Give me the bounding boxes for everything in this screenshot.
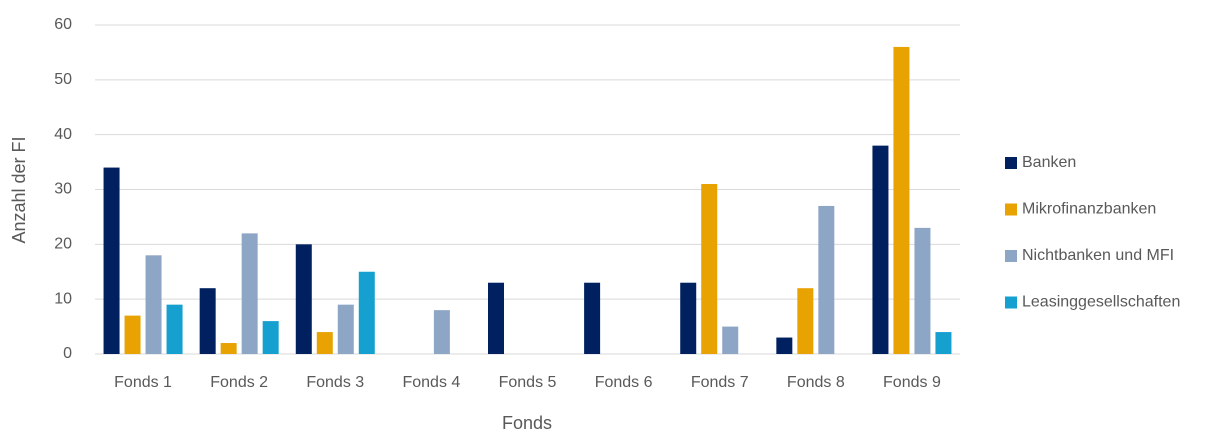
y-axis-label: Anzahl der FI — [9, 136, 29, 243]
bar — [295, 244, 312, 354]
bar — [488, 282, 504, 354]
bar — [199, 288, 216, 354]
x-tick-label: Fonds 8 — [787, 374, 845, 391]
bar — [166, 304, 183, 354]
bar — [776, 337, 793, 354]
y-tick-label: 50 — [54, 71, 72, 88]
bar — [722, 326, 739, 354]
y-tick-label: 60 — [54, 16, 72, 33]
legend-swatch — [1005, 203, 1017, 216]
y-tick-label: 30 — [54, 181, 72, 198]
legend-label: Mikrofinanzbanken — [1022, 201, 1156, 218]
y-tick-label: 0 — [63, 345, 72, 362]
x-tick-label: Fonds 1 — [114, 374, 172, 391]
bar — [433, 310, 450, 354]
bar — [584, 282, 601, 354]
bar — [316, 332, 333, 354]
bar — [337, 304, 354, 354]
legend-label: Leasinggesellschaften — [1022, 294, 1180, 311]
legend-swatch — [1005, 157, 1017, 169]
bar — [124, 315, 141, 354]
legend-label: Banken — [1022, 154, 1076, 171]
x-tick-label: Fonds 6 — [595, 374, 653, 391]
bar — [358, 271, 375, 354]
bar — [145, 255, 162, 354]
y-tick-label: 10 — [54, 290, 72, 307]
x-tick-label: Fonds 9 — [883, 374, 941, 391]
bar — [818, 205, 835, 354]
bar — [914, 227, 931, 354]
x-tick-label: Fonds 3 — [306, 374, 364, 391]
y-tick-label: 40 — [54, 126, 72, 143]
bar — [262, 321, 279, 354]
bar — [893, 46, 910, 354]
bar — [241, 233, 258, 354]
bar — [220, 343, 237, 354]
legend-swatch — [1005, 250, 1017, 262]
bar — [872, 145, 889, 354]
y-tick-label: 20 — [54, 236, 72, 253]
bar — [701, 184, 718, 354]
x-tick-label: Fonds 5 — [499, 374, 557, 391]
bar — [797, 288, 814, 354]
x-tick-label: Fonds 4 — [402, 374, 460, 391]
x-tick-label: Fonds 7 — [691, 374, 749, 391]
legend-label: Nichtbanken und MFI — [1022, 247, 1174, 264]
x-tick-label: Fonds 2 — [210, 374, 268, 391]
x-axis-label: Fonds — [502, 413, 552, 433]
legend-swatch — [1005, 296, 1017, 309]
bar — [680, 282, 697, 354]
bar — [935, 332, 952, 354]
bar — [103, 167, 120, 354]
